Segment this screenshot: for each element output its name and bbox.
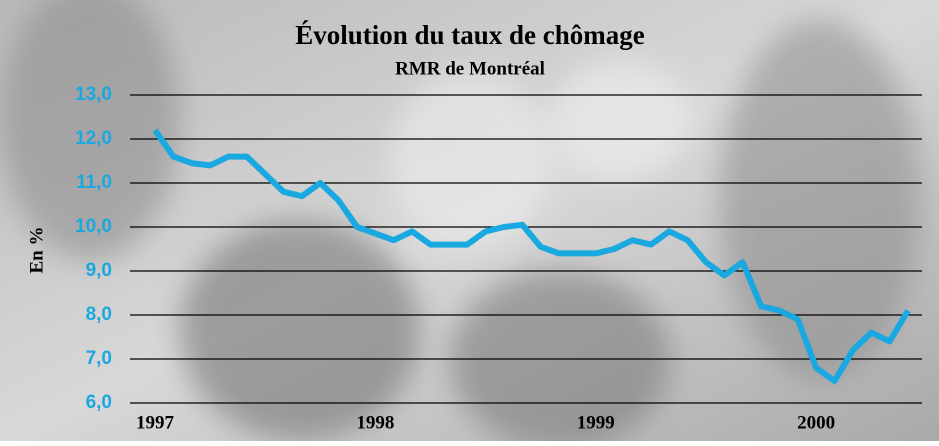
chart-subtitle: RMR de Montréal bbox=[395, 58, 545, 79]
y-tick-label: 12,0 bbox=[75, 128, 112, 149]
y-tick-label: 13,0 bbox=[75, 84, 112, 105]
chart-title: Évolution du taux de chômage bbox=[295, 20, 645, 50]
x-tick-label: 1999 bbox=[577, 412, 615, 433]
y-axis-label: En % bbox=[26, 227, 47, 274]
x-tick-label: 2000 bbox=[797, 412, 835, 433]
x-tick-label: 1997 bbox=[136, 412, 175, 433]
y-tick-label: 8,0 bbox=[86, 304, 112, 325]
y-tick-label: 11,0 bbox=[76, 172, 112, 193]
y-tick-label: 7,0 bbox=[86, 348, 112, 369]
chart: Évolution du taux de chômage RMR de Mont… bbox=[0, 0, 939, 441]
y-tick-label: 6,0 bbox=[86, 392, 112, 413]
page: {"chart_data": {"type": "line", "title":… bbox=[0, 0, 939, 441]
y-tick-label: 9,0 bbox=[86, 260, 112, 281]
x-tick-label: 1998 bbox=[356, 412, 394, 433]
y-tick-label: 10,0 bbox=[75, 216, 112, 237]
